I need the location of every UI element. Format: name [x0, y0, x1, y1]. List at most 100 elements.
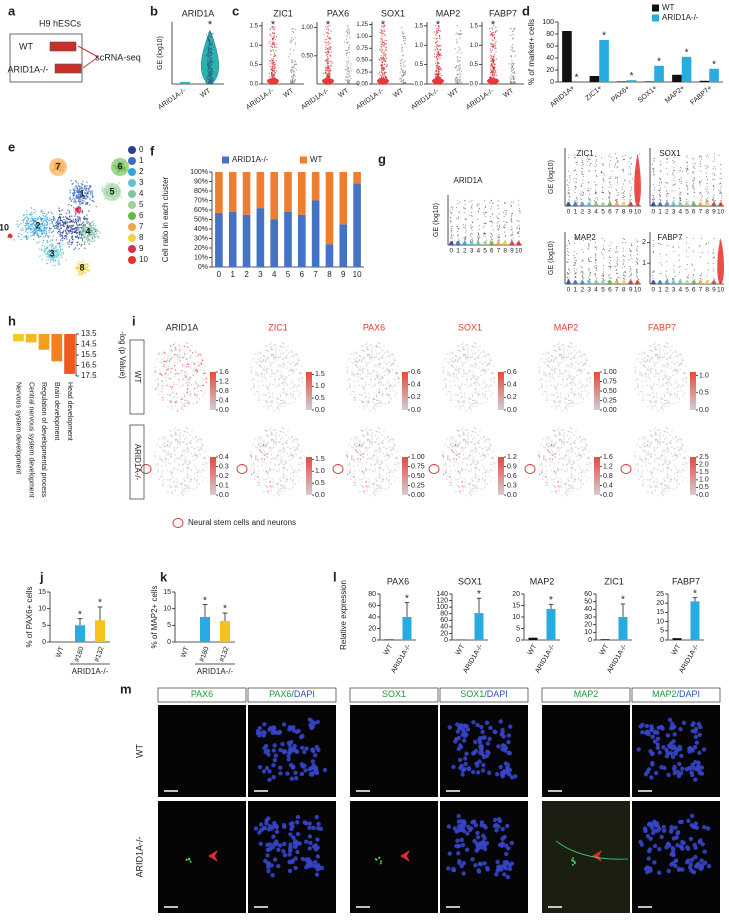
y-tick-label: 0.00: [356, 82, 368, 88]
cell-dot: [50, 227, 52, 230]
cell-dot: [509, 204, 511, 206]
cell-dot: [435, 33, 437, 36]
cell-dot: [464, 226, 466, 228]
cell-dot: [346, 31, 349, 34]
cell-dot: [596, 197, 598, 198]
cell-dot: [272, 76, 274, 78]
cell-dot: [510, 81, 512, 83]
cell-dot: [272, 49, 274, 51]
y-axis-label: GE (log10): [157, 36, 164, 70]
cell-dot: [84, 264, 87, 266]
cell-dot: [96, 235, 98, 237]
cell-dot: [329, 75, 331, 78]
cell-dot: [459, 64, 461, 66]
cell-dot: [719, 182, 721, 184]
cell-dot: [77, 219, 80, 221]
cell-dot: [712, 173, 714, 175]
cell-dot: [583, 176, 585, 178]
cell-dot: [294, 42, 297, 44]
cell-dot: [212, 32, 214, 35]
cell-dot: [510, 74, 513, 76]
cell-dot: [628, 173, 630, 175]
cell-dot: [699, 161, 701, 163]
x-tick-label: 8: [327, 270, 332, 279]
cell-dot: [76, 237, 79, 239]
cell-dot: [270, 50, 272, 52]
cell-dot: [344, 79, 346, 81]
cell-dot: [513, 82, 515, 84]
cell-dot: [594, 181, 596, 183]
cell-dot: [503, 216, 505, 218]
cell-dot: [329, 74, 331, 76]
cell-dot: [510, 229, 512, 231]
cell-dot: [595, 192, 597, 194]
cell-dot: [384, 24, 386, 26]
y-tick-label: 0.50: [301, 53, 313, 59]
cell-dot: [82, 217, 85, 219]
cell-dot: [291, 81, 293, 84]
cell-dot: [72, 182, 74, 185]
cell-dot: [73, 222, 76, 224]
cell-dot: [596, 164, 598, 166]
cell-dot: [212, 38, 214, 41]
cell-dot: [511, 201, 513, 203]
cell-dot: [208, 82, 210, 84]
cell-dot: [118, 182, 120, 184]
cell-dot: [291, 28, 293, 30]
cell-dot: [294, 61, 297, 63]
cell-dot: [404, 71, 406, 73]
cell-dot: [491, 39, 493, 41]
cell-dot: [609, 163, 611, 165]
cell-dot: [666, 173, 668, 175]
bar: [681, 56, 692, 82]
cell-dot: [274, 61, 276, 63]
cell-dot: [493, 54, 496, 56]
cell-dot: [459, 68, 461, 70]
cell-dot: [401, 27, 403, 29]
cell-dot: [681, 171, 683, 172]
x-tick-label: 8: [705, 209, 709, 216]
cell-dot: [455, 82, 457, 84]
cell-dot: [385, 56, 387, 58]
cell-dot: [63, 237, 66, 240]
cell-dot: [672, 184, 674, 186]
cell-dot: [433, 31, 435, 33]
cell-dot: [48, 245, 51, 247]
cell-dot: [608, 196, 610, 198]
cell-dot: [686, 169, 688, 171]
cell-dot: [458, 46, 460, 48]
cell-dot: [211, 47, 213, 49]
cell-dot: [464, 217, 466, 219]
cell-dot: [658, 198, 660, 200]
cell-dot: [41, 217, 44, 220]
cell-dot: [36, 242, 38, 244]
cell-dot: [76, 244, 78, 246]
bar: [228, 172, 237, 212]
panel-title: SOX1: [381, 8, 405, 18]
bar: [284, 172, 292, 212]
cell-dot: [66, 242, 69, 244]
cell-dot: [209, 60, 212, 63]
cluster-label: 3: [49, 248, 54, 258]
cell-dot: [210, 62, 212, 65]
cell-dot: [694, 162, 696, 164]
cell-dot: [74, 247, 77, 249]
cell-dot: [511, 226, 513, 228]
cell-dot: [665, 196, 667, 198]
cell-dot: [290, 39, 292, 41]
cell-dot: [209, 54, 212, 56]
bar: [617, 81, 627, 82]
cell-dot: [81, 212, 83, 214]
cell-dot: [440, 74, 443, 77]
cell-dot: [271, 59, 274, 61]
cell-dot: [567, 185, 569, 186]
cell-dot: [43, 231, 45, 234]
cell-dot: [659, 187, 661, 189]
cell-dot: [456, 70, 458, 72]
y-tick-label: 1.00: [301, 25, 313, 31]
cell-dot: [47, 236, 49, 238]
cell-dot: [449, 210, 451, 212]
chart-title: SOX1: [659, 149, 681, 158]
cell-dot: [207, 78, 209, 80]
cell-dot: [56, 255, 58, 257]
